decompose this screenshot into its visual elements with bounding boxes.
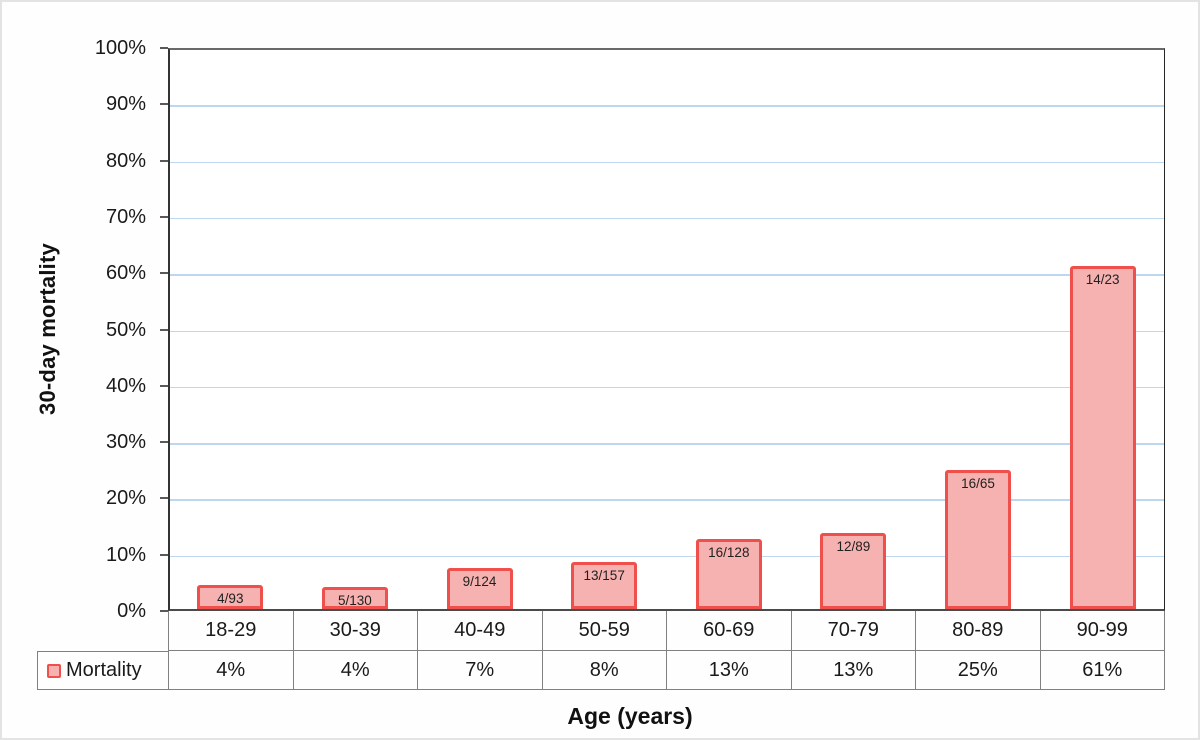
y-tick-label: 30% [105,431,146,454]
y-tick-label: 20% [105,487,146,510]
y-tick-label: 80% [105,149,146,172]
bar-value-label: 5/130 [338,593,372,609]
category-cell: 50-59 [541,611,666,651]
category-cell: 40-49 [417,611,542,651]
bar-value-label: 13/157 [583,568,625,584]
gridline [170,274,1164,276]
mortality-bar: 12/89 [820,533,887,609]
bar-value-label: 12/89 [836,539,871,555]
y-tick-mark [160,159,168,162]
gridline [170,161,1164,164]
gridline [170,499,1164,501]
value-cell: 13% [666,651,791,689]
mortality-bar: 13/157 [571,562,638,609]
bar-value-label: 4/93 [217,590,244,606]
mortality-bar: 16/128 [695,538,762,609]
bar-value-label: 14/23 [1085,272,1120,288]
value-cell: 13% [790,651,916,689]
mortality-bar: 4/93 [197,584,264,609]
value-cell: 8% [541,651,667,689]
y-tick-label: 100% [94,37,146,59]
y-tick-label: 10% [105,543,146,566]
y-tick-label: 90% [105,93,146,116]
value-cell: 61% [1039,651,1165,689]
y-tick-label: 70% [105,205,146,228]
mortality-bar: 16/65 [945,470,1012,609]
gridline [170,217,1164,220]
category-cell: 30-39 [292,611,417,651]
gridline [170,555,1164,558]
y-tick-mark [160,553,168,556]
y-tick-mark [160,384,168,387]
bar-value-label: 16/65 [961,476,995,492]
bar-value-label: 16/128 [708,544,750,560]
legend-series-label: Mortality [66,659,142,681]
y-tick-mark [160,328,168,331]
category-cell: 90-99 [1039,611,1165,651]
y-tick-label: 50% [105,318,146,341]
gridline [170,330,1164,332]
value-cell: 7% [417,651,542,689]
mortality-bar: 14/23 [1069,266,1136,609]
gridline [170,443,1164,445]
bar-value-label: 9/124 [462,574,497,590]
y-tick-mark [160,272,168,275]
category-cell: 80-89 [915,611,1040,651]
y-tick-label: 40% [105,374,146,397]
data-table-value-row: 4% 4% 7% 8% 13% 13% 25% 61% [168,651,1165,690]
category-cell: 60-69 [666,611,791,651]
mortality-series-swatch-icon [47,663,61,678]
y-tick-mark [160,610,168,612]
y-tick-mark [160,497,168,500]
gridline [170,386,1164,389]
y-tick-mark [160,441,168,444]
category-cell: 70-79 [790,611,915,651]
value-cell: 4% [292,651,418,689]
value-cell: 25% [915,651,1040,689]
y-tick-mark [160,47,168,49]
mortality-bar: 5/130 [321,587,388,609]
gridline [170,105,1164,107]
category-axis-row: 18-29 30-39 40-49 50-59 60-69 70-79 80-89 90-99 [168,611,1165,651]
x-axis-title: Age (years) [567,703,693,729]
y-tick-label: 0% [117,600,146,622]
y-tick-mark [160,215,168,218]
value-cell: 4% [168,651,293,689]
y-tick-label: 60% [105,262,146,285]
plot-area: 4/93 5/130 9/124 13/157 16/128 12/89 16/65 14/2… [168,48,1165,611]
category-cell: 18-29 [168,611,293,651]
mortality-bar: 9/124 [446,568,513,609]
legend-cell: Mortality [37,651,168,690]
y-tick-mark [160,103,168,106]
